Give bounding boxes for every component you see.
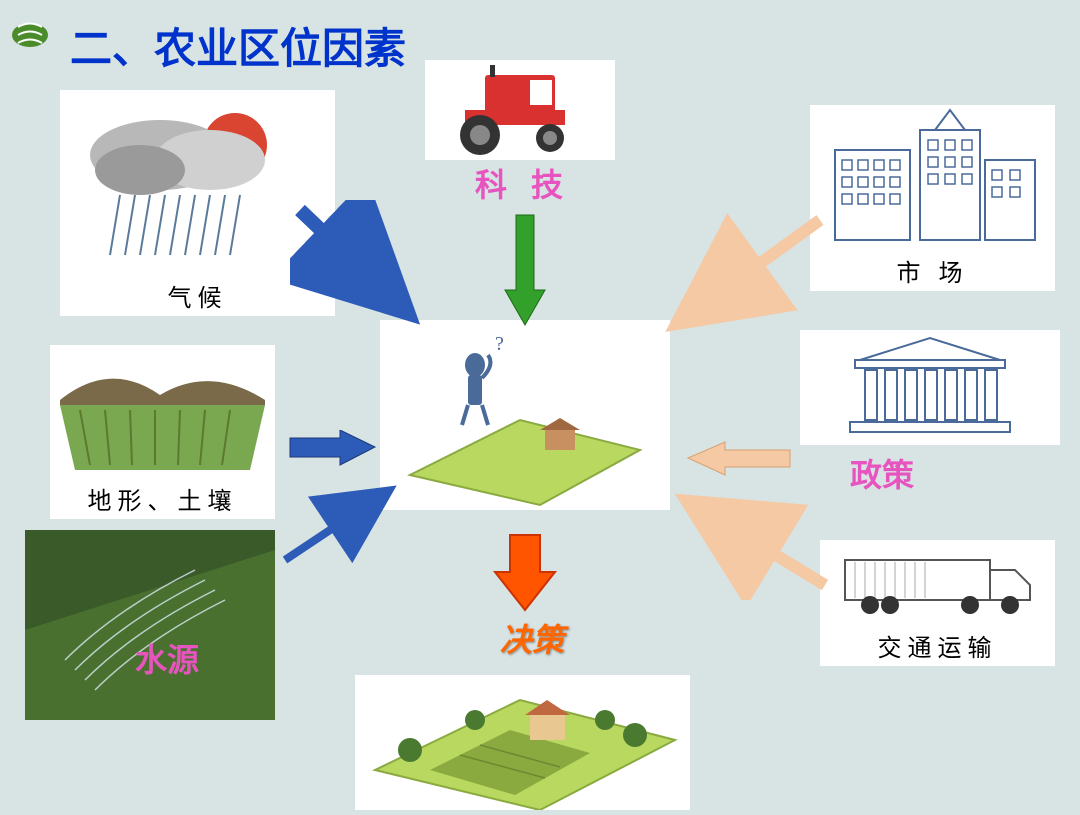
arrow-climate xyxy=(290,200,430,330)
policy-label: 政策 xyxy=(850,450,914,496)
logo xyxy=(10,15,70,55)
terrain-card: 地形、土壤 xyxy=(50,345,275,510)
arrow-transport xyxy=(670,490,840,600)
arrow-terrain xyxy=(285,430,385,470)
center-scene: ? xyxy=(380,320,670,510)
result-scene xyxy=(355,675,690,810)
arrow-water xyxy=(275,480,405,570)
transport-label: 交通运输 xyxy=(820,625,1055,666)
transport-card: 交通运输 xyxy=(820,540,1055,655)
market-card: 市 场 xyxy=(810,105,1055,280)
water-card xyxy=(25,530,275,720)
technology-card xyxy=(425,60,615,160)
arrow-technology xyxy=(500,210,550,330)
svg-text:?: ? xyxy=(495,333,504,355)
page-title: 二、农业区位因素 xyxy=(70,15,406,76)
water-label: 水源 xyxy=(135,635,199,681)
thinking-icon: ? xyxy=(380,320,670,510)
farm-result-icon xyxy=(355,675,690,810)
arrow-decision xyxy=(490,530,560,615)
policy-card xyxy=(800,330,1060,445)
terrain-icon xyxy=(50,345,275,473)
arrow-policy xyxy=(680,440,795,480)
arrow-market xyxy=(660,210,830,340)
buildings-icon xyxy=(810,105,1055,245)
decision-label: 决策 xyxy=(500,615,564,661)
water-icon xyxy=(25,530,275,720)
tractor-icon xyxy=(425,60,615,160)
market-label: 市 场 xyxy=(810,250,1055,291)
technology-label: 科 技 xyxy=(475,160,571,206)
government-icon xyxy=(800,330,1060,445)
truck-icon xyxy=(820,540,1055,620)
terrain-label: 地形、土壤 xyxy=(50,478,275,519)
